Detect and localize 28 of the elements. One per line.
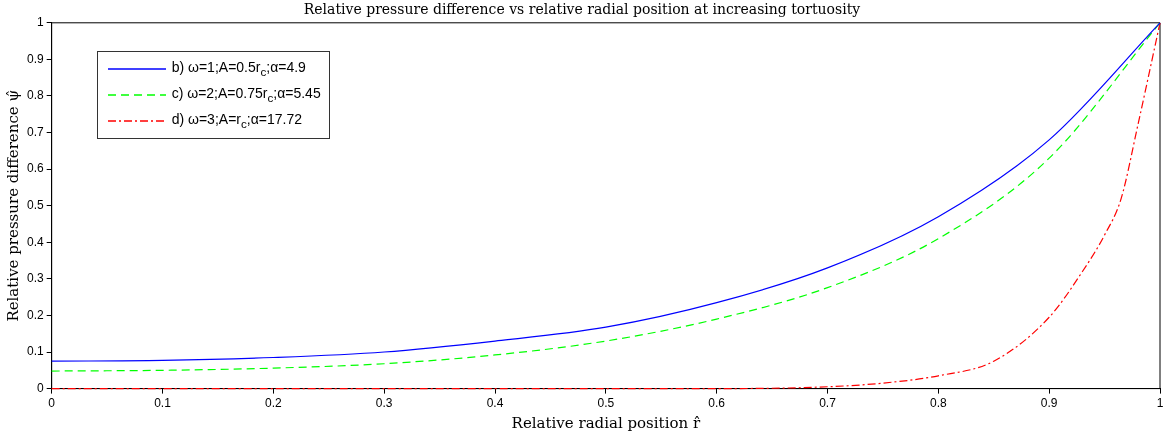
y-tick-label: 0.7 — [26, 124, 44, 139]
x-tick-label: 0.2 — [265, 396, 283, 411]
y-tick-label: 0 — [36, 380, 44, 395]
y-axis-title: Relative pressure difference ψ̂ — [3, 89, 22, 322]
y-tick-label: 0.4 — [26, 234, 44, 249]
x-tick-label: 0.8 — [929, 396, 947, 411]
chart-title: Relative pressure difference vs relative radial position at increasing tortuosity — [303, 1, 861, 18]
y-tick-label: 0.5 — [26, 198, 44, 213]
legend-label: b) ω=1;A=0.5r$_{c}$;α=4.9 — [171, 59, 306, 79]
y-tick-label: 0.8 — [26, 88, 44, 103]
x-tick-label: 0.9 — [1040, 396, 1058, 411]
legend-label: d) ω=3;A=r$_{c}$;α=17.72 — [171, 111, 302, 131]
y-tick-label: 0.2 — [26, 307, 44, 322]
x-tick-label: 0.1 — [154, 396, 172, 411]
x-tick-label: 0.6 — [708, 396, 726, 411]
x-tick-label: 0 — [48, 396, 56, 411]
x-axis-title: Relative radial position r̂ — [511, 413, 701, 432]
x-tick-label: 1 — [1156, 396, 1164, 411]
x-tick-label: 0.5 — [597, 396, 615, 411]
y-tick-label: 0.1 — [26, 344, 44, 359]
y-tick-label: 0.6 — [26, 161, 44, 176]
x-tick-label: 0.4 — [486, 396, 504, 411]
legend-label: c) ω=2;A=0.75r$_{c}$;α=5.45 — [171, 85, 321, 105]
x-tick-label: 0.7 — [819, 396, 837, 411]
y-tick-label: 1 — [36, 15, 44, 30]
x-tick-label: 0.3 — [375, 396, 393, 411]
y-tick-label: 0.3 — [26, 271, 44, 286]
y-tick-label: 0.9 — [26, 51, 44, 66]
